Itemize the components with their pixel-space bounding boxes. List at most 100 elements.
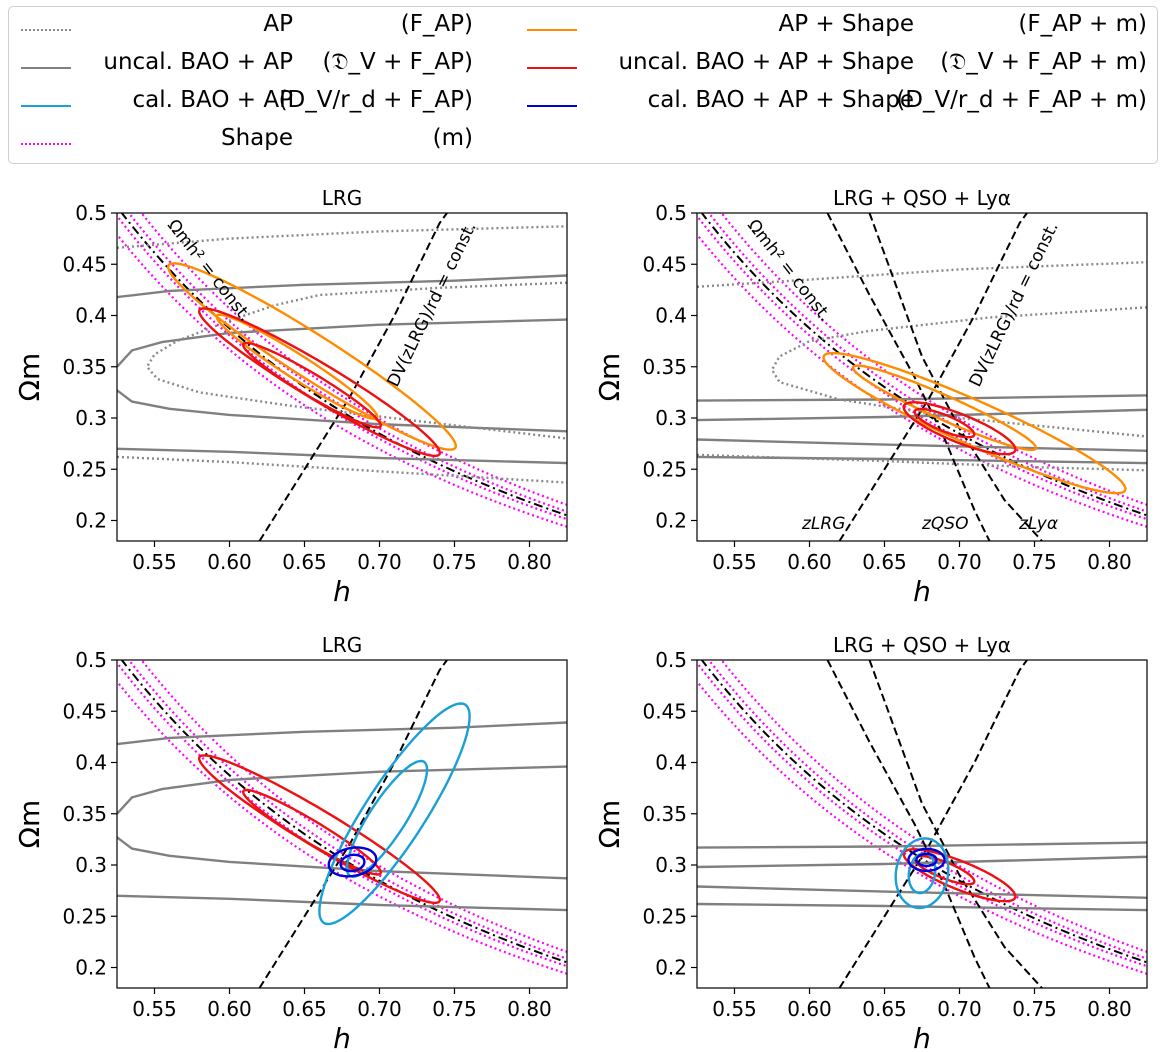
panel-title: LRG: [322, 633, 363, 657]
y-tick-label: 0.45: [642, 699, 687, 723]
y-tick-label: 0.35: [62, 355, 107, 379]
x-tick-label: 0.60: [207, 550, 252, 574]
shape-contour: [127, 660, 567, 960]
uncal-bao-ap-shape-contour: [241, 341, 383, 429]
panel-2: Ωmh² = const. DV(zLRG)/rd = const. zLRG zQS…: [593, 186, 1148, 608]
dv-lya-const-line: [868, 660, 1043, 988]
uncal-bao-ap-contour: [117, 389, 567, 433]
dv-annotation: DV(zLRG)/rd = const.: [966, 219, 1063, 390]
uncal-bao-ap-contour: [697, 841, 1147, 849]
dv-qso-const-line: [826, 660, 991, 988]
x-tick-label: 0.75: [432, 550, 477, 574]
uncal-bao-ap-contour: [697, 885, 1147, 899]
y-axis-label: Ωm: [13, 800, 46, 849]
shape-contour: [117, 661, 567, 968]
x-tick-label: 0.80: [507, 997, 552, 1021]
x-axis-label: h: [913, 575, 931, 608]
uncal-bao-ap-shape-contour: [913, 407, 976, 439]
x-tick-label: 0.70: [937, 997, 982, 1021]
uncal-bao-ap-contour: [697, 855, 1147, 869]
y-tick-label: 0.5: [75, 648, 107, 672]
dv-lrg-const-line: [258, 213, 448, 541]
ap-contour: [117, 455, 567, 484]
legend-swatch: [527, 105, 577, 107]
x-tick-label: 0.80: [1087, 997, 1132, 1021]
shape-contour: [697, 214, 1147, 521]
legend-swatch: [21, 143, 71, 145]
omh2-const-line: [120, 660, 567, 964]
y-tick-label: 0.3: [75, 853, 107, 877]
x-tick-label: 0.65: [862, 550, 907, 574]
shape-contour: [117, 679, 567, 975]
y-tick-label: 0.4: [655, 304, 687, 328]
plot-area: [117, 660, 567, 988]
x-tick-label: 0.80: [507, 550, 552, 574]
x-tick-label: 0.65: [862, 997, 907, 1021]
y-tick-label: 0.5: [655, 201, 687, 225]
x-axis-label: h: [913, 1022, 931, 1052]
y-tick-label: 0.25: [642, 904, 687, 928]
y-tick-label: 0.35: [62, 802, 107, 826]
ap-contour: [697, 261, 1147, 288]
legend-swatch: [21, 29, 71, 31]
y-tick-label: 0.3: [75, 406, 107, 430]
panel-3: 0.55 0.60 0.65 0.70 0.75 0.80 0.2 0.25 0.3 0.35 0.…: [13, 633, 568, 1052]
omh2-const-line: [700, 660, 1147, 964]
shape-contour: [720, 213, 1147, 507]
x-axis-label: h: [333, 1022, 351, 1052]
uncal-bao-ap-contour: [697, 438, 1147, 452]
y-tick-label: 0.5: [75, 201, 107, 225]
axes-frame: [116, 212, 568, 542]
y-tick-label: 0.45: [642, 252, 687, 276]
legend: AP (F_AP) uncal. BAO + AP (𝔇_V + F_AP) cal. …: [8, 6, 1158, 164]
uncal-bao-ap-shape-contour: [902, 848, 1017, 903]
legend-formula: (𝔇_V + F_AP + m): [940, 49, 1147, 75]
legend-swatch: [21, 67, 71, 69]
ap-shape-contour: [215, 313, 379, 421]
panel-4: 0.55 0.60 0.65 0.70 0.75 0.80 0.2 0.25 0.3 0.35 0.…: [593, 633, 1148, 1052]
plot-area: [697, 213, 1147, 541]
uncal-bao-ap-contour: [117, 894, 567, 912]
axes-frame: [116, 659, 568, 989]
legend-label: AP + Shape: [778, 11, 914, 37]
dv-lrg-const-line: [258, 660, 448, 988]
z-qso-label: zQSO: [921, 514, 968, 534]
shape-contour: [707, 660, 1147, 960]
y-tick-label: 0.35: [642, 802, 687, 826]
cal-bao-ap-contour: [907, 852, 937, 895]
uncal-bao-ap-contour: [697, 902, 1147, 912]
x-tick-label: 0.55: [712, 997, 757, 1021]
cal-bao-ap-shape-contour: [327, 846, 378, 878]
y-tick-label: 0.4: [75, 751, 107, 775]
x-tick-label: 0.55: [132, 550, 177, 574]
cal-bao-ap-contour: [345, 759, 429, 878]
panel-title: LRG: [322, 186, 363, 210]
uncal-bao-ap-shape-contour: [902, 401, 1017, 456]
y-tick-label: 0.4: [655, 751, 687, 775]
uncal-bao-ap-contour: [117, 836, 567, 880]
legend-formula: (m): [432, 125, 473, 151]
x-tick-label: 0.55: [132, 997, 177, 1021]
legend-formula: (𝔇_V + F_AP): [322, 49, 473, 75]
x-tick-label: 0.65: [282, 550, 327, 574]
ap-contour: [770, 306, 1147, 438]
legend-formula: (D_V/r_d + F_AP + m): [896, 87, 1147, 113]
x-tick-label: 0.55: [712, 550, 757, 574]
shape-contour: [117, 232, 567, 528]
legend-swatch: [527, 29, 577, 31]
y-axis-label: Ωm: [593, 800, 626, 849]
uncal-bao-ap-contour: [697, 394, 1147, 402]
y-tick-label: 0.2: [655, 509, 687, 533]
y-tick-label: 0.45: [62, 699, 107, 723]
x-tick-label: 0.75: [1012, 997, 1057, 1021]
y-tick-label: 0.45: [62, 252, 107, 276]
uncal-bao-ap-contour: [117, 274, 567, 299]
panel-title: LRG + QSO + Lyα: [833, 186, 1011, 210]
x-tick-label: 0.60: [207, 997, 252, 1021]
panel-title: LRG + QSO + Lyα: [833, 633, 1011, 657]
dv-qso-const-line: [826, 213, 991, 541]
y-tick-label: 0.25: [62, 904, 107, 928]
x-tick-label: 0.70: [357, 997, 402, 1021]
legend-label: cal. BAO + AP + Shape: [647, 87, 914, 113]
